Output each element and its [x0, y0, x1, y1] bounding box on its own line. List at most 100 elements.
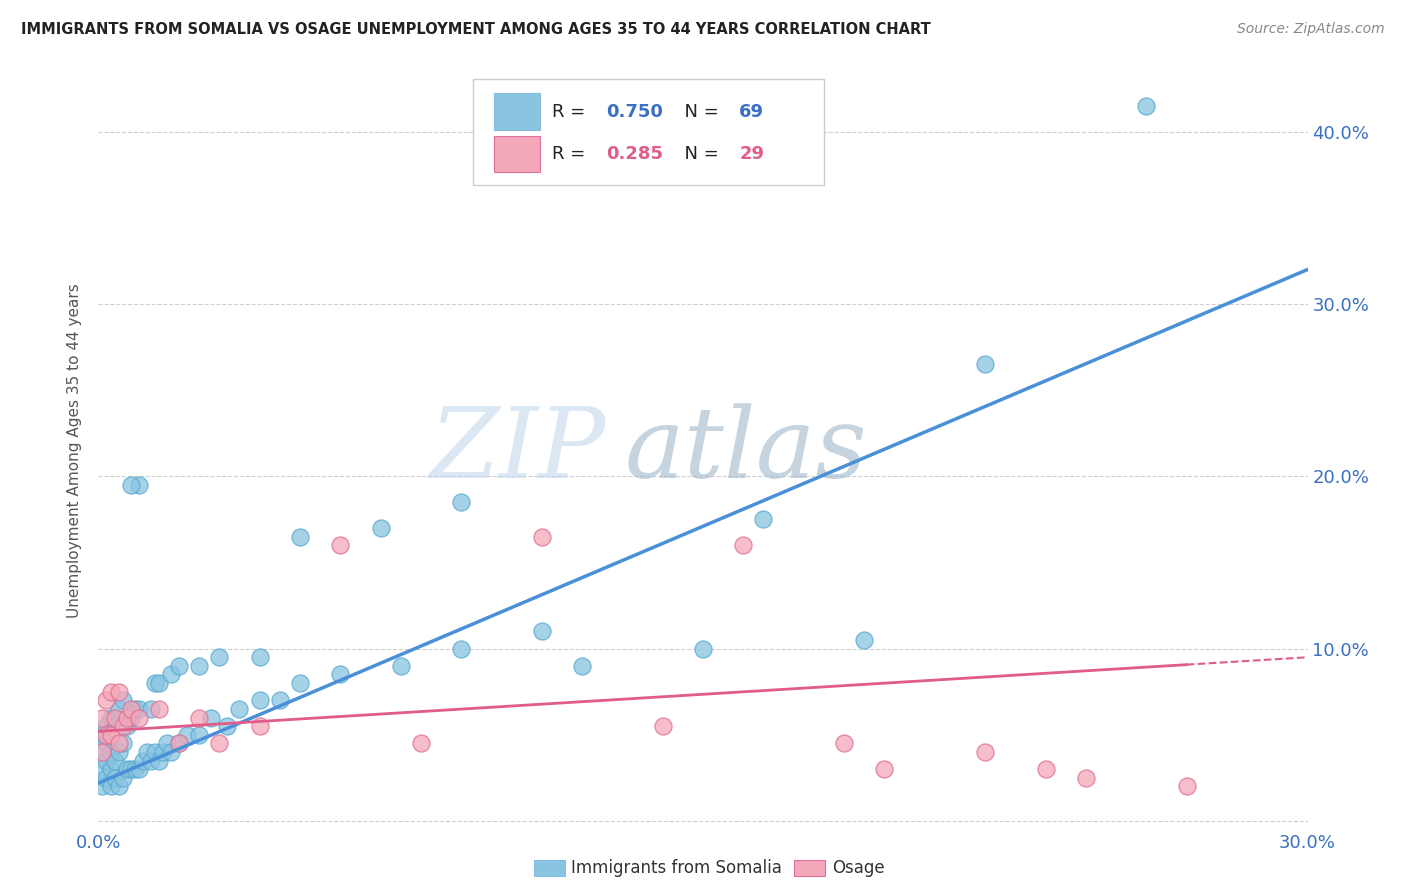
Point [188, 728, 211, 742]
Point [217, 719, 239, 733]
Point [124, 702, 146, 716]
Point [96, 771, 118, 785]
Point [208, 736, 231, 750]
Y-axis label: Unemployment Among Ages 35 to 44 years: Unemployment Among Ages 35 to 44 years [67, 283, 83, 618]
Point [651, 719, 673, 733]
Point [1035, 762, 1057, 776]
Point [111, 771, 134, 785]
Point [450, 495, 472, 509]
Bar [494, 136, 540, 172]
Point [530, 530, 553, 544]
Point [111, 719, 134, 733]
Point [128, 710, 150, 724]
Point [96, 693, 118, 707]
Point [124, 762, 146, 776]
Point [103, 754, 125, 768]
Point [167, 658, 190, 673]
Text: 69: 69 [740, 103, 765, 120]
Text: N =: N = [672, 103, 724, 120]
Point [208, 650, 231, 665]
Text: Osage: Osage [832, 859, 884, 877]
Point [91, 745, 114, 759]
Point [692, 641, 714, 656]
Point [148, 702, 170, 716]
Point [329, 538, 352, 552]
Text: Source: ZipAtlas.com: Source: ZipAtlas.com [1237, 22, 1385, 37]
Point [873, 762, 896, 776]
Point [107, 702, 129, 716]
Text: 0.750: 0.750 [606, 103, 664, 120]
FancyBboxPatch shape [474, 79, 824, 186]
Point [128, 702, 150, 716]
Point [96, 728, 118, 742]
Point [120, 702, 142, 716]
Point [148, 676, 170, 690]
Text: IMMIGRANTS FROM SOMALIA VS OSAGE UNEMPLOYMENT AMONG AGES 35 TO 44 YEARS CORRELAT: IMMIGRANTS FROM SOMALIA VS OSAGE UNEMPLO… [21, 22, 931, 37]
Point [1135, 99, 1157, 113]
Point [103, 710, 125, 724]
Point [974, 357, 997, 371]
Point [288, 676, 311, 690]
Point [96, 719, 118, 733]
Point [139, 702, 162, 716]
Point [135, 745, 157, 759]
Point [733, 538, 755, 552]
Point [91, 780, 114, 794]
Point [450, 641, 472, 656]
Point [249, 719, 271, 733]
Point [143, 745, 166, 759]
Text: Immigrants from Somalia: Immigrants from Somalia [571, 859, 782, 877]
Point [160, 745, 183, 759]
Point [100, 762, 122, 776]
Point [249, 650, 271, 665]
Text: 29: 29 [740, 145, 765, 163]
Point [128, 478, 150, 492]
Point [329, 667, 352, 681]
Point [100, 745, 122, 759]
Point [107, 684, 129, 698]
Point [752, 512, 775, 526]
Point [1175, 780, 1198, 794]
Point [167, 736, 190, 750]
Text: R =: R = [551, 103, 591, 120]
Bar [494, 94, 540, 129]
Point [389, 658, 412, 673]
Text: N =: N = [672, 145, 724, 163]
Point [107, 736, 129, 750]
Point [91, 710, 114, 724]
Point [188, 710, 211, 724]
Point [249, 693, 271, 707]
Text: 0.285: 0.285 [606, 145, 664, 163]
Point [100, 728, 122, 742]
Point [100, 710, 122, 724]
Point [160, 667, 183, 681]
Point [409, 736, 432, 750]
Point [167, 736, 190, 750]
Point [269, 693, 291, 707]
Text: ZIP: ZIP [430, 403, 606, 498]
Point [152, 745, 174, 759]
Text: atlas: atlas [624, 403, 868, 498]
Point [120, 478, 142, 492]
Point [111, 693, 134, 707]
Point [115, 762, 138, 776]
Point [143, 676, 166, 690]
Point [228, 702, 250, 716]
Point [111, 736, 134, 750]
Point [120, 762, 142, 776]
Point [1074, 771, 1097, 785]
Point [188, 658, 211, 673]
Point [115, 719, 138, 733]
Point [974, 745, 997, 759]
Point [200, 710, 222, 724]
Point [107, 780, 129, 794]
Point [139, 754, 162, 768]
Point [176, 728, 198, 742]
Point [107, 745, 129, 759]
Point [91, 728, 114, 742]
Point [530, 624, 553, 639]
Point [370, 521, 392, 535]
Point [115, 710, 138, 724]
Point [156, 736, 179, 750]
Point [571, 658, 593, 673]
